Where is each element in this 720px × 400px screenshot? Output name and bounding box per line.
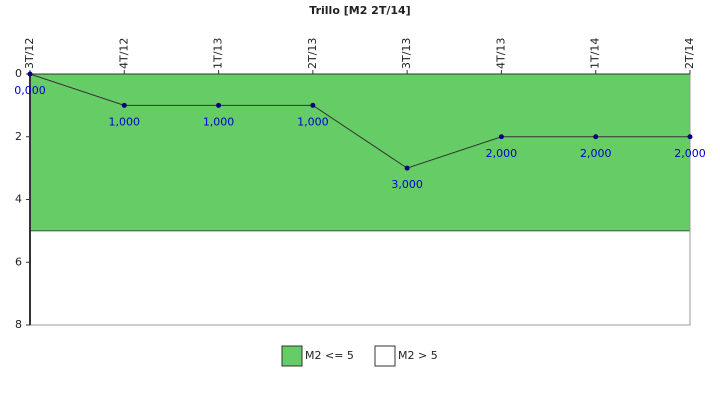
- legend-swatch: [281, 345, 303, 367]
- y-tick-label: 4: [15, 193, 22, 206]
- x-tick-label: 3T/13: [400, 38, 413, 69]
- point: [27, 71, 33, 77]
- value-label: 1,000: [109, 115, 141, 128]
- line: [29, 73, 690, 169]
- point: [216, 102, 222, 108]
- legend-swatch: [374, 345, 396, 367]
- value-label: 1,000: [297, 115, 329, 128]
- value-label: 2,000: [674, 147, 706, 160]
- x-tick-label: 4T/12: [117, 38, 130, 69]
- point: [121, 102, 127, 108]
- y-tick-label: 2: [15, 130, 22, 143]
- band: [29, 230, 691, 326]
- legend-label: M2 <= 5: [305, 349, 354, 362]
- y-tick-label: 0: [15, 67, 22, 80]
- x-tick-label: 2T/14: [683, 38, 696, 69]
- value-label: 2,000: [580, 147, 612, 160]
- value-label: 0,000: [14, 84, 46, 97]
- point: [310, 102, 316, 108]
- x-tick-label: 2T/13: [306, 38, 319, 69]
- value-label: 3,000: [391, 178, 423, 191]
- point: [498, 134, 504, 140]
- band: [29, 73, 691, 232]
- y-tick-label: 6: [15, 255, 22, 268]
- value-label: 2,000: [486, 147, 518, 160]
- x-tick-label: 1T/13: [212, 38, 225, 69]
- legend-label: M2 > 5: [398, 349, 438, 362]
- point: [593, 134, 599, 140]
- point: [404, 165, 410, 171]
- value-label: 1,000: [203, 115, 235, 128]
- y-tick-label: 8: [15, 318, 22, 331]
- x-tick-label: 1T/14: [589, 38, 602, 69]
- point: [687, 134, 693, 140]
- x-tick-label: 3T/12: [23, 38, 36, 69]
- chart-title: Trillo [M2 2T/14]: [309, 4, 410, 17]
- x-tick-label: 4T/13: [494, 38, 507, 69]
